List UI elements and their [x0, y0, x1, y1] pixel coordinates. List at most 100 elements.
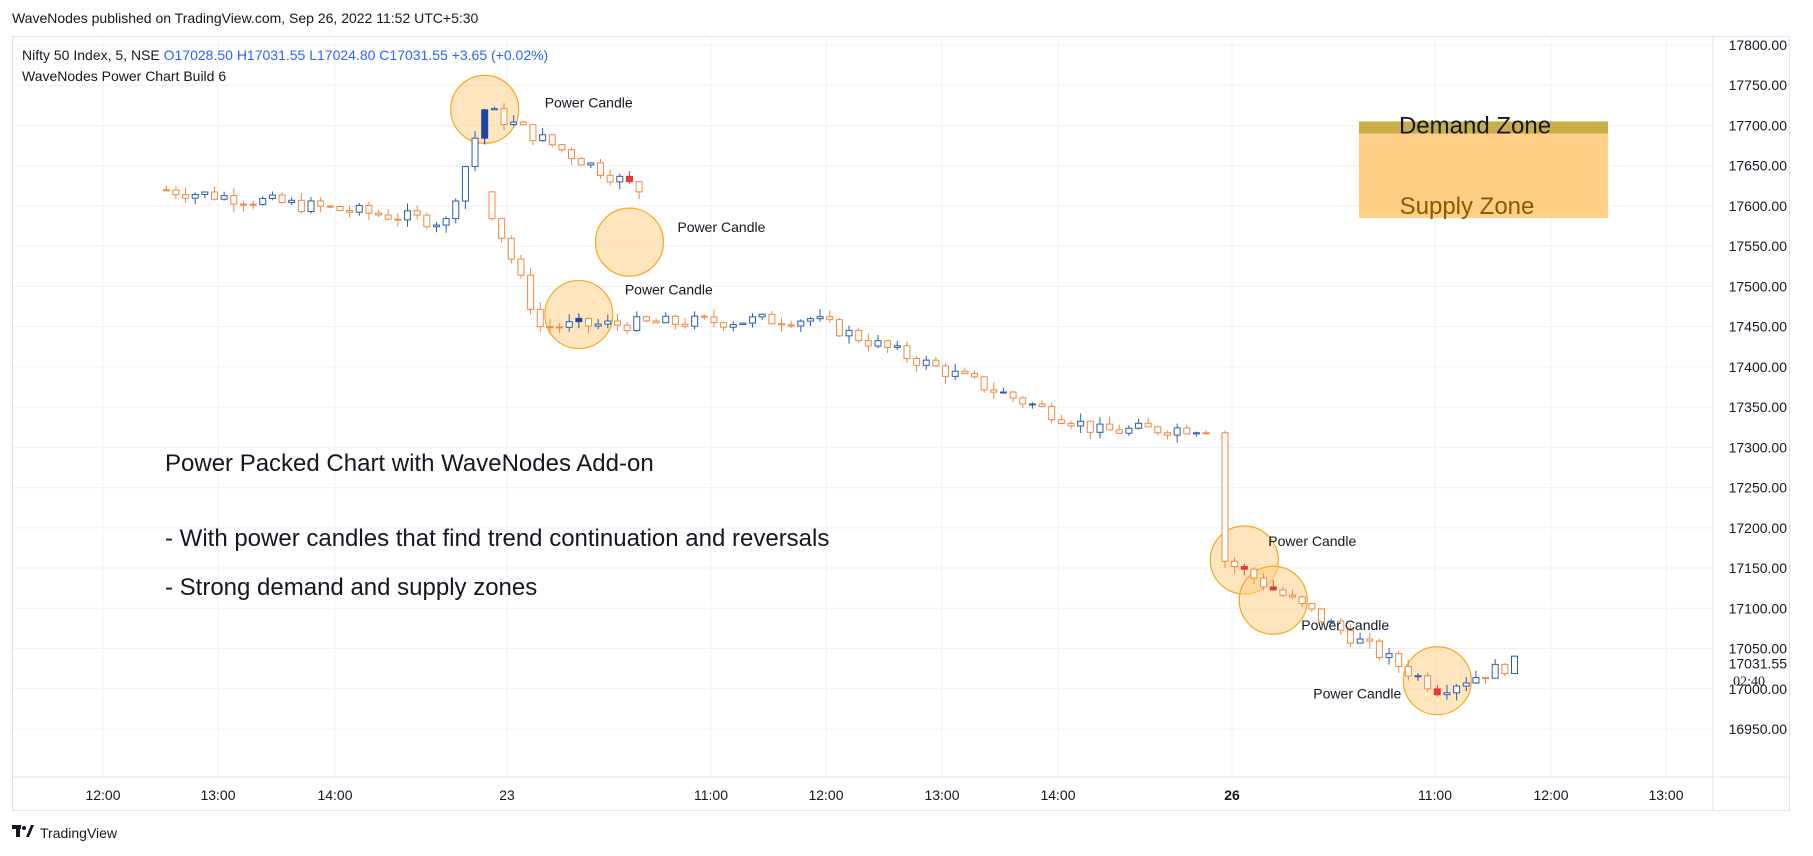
candle-body: [597, 162, 604, 176]
candle-body: [749, 316, 757, 324]
candle-body: [498, 218, 506, 239]
candle-body: [710, 316, 718, 324]
candle-body: [201, 191, 209, 195]
candle-body: [1453, 685, 1461, 694]
candle-body: [816, 316, 824, 320]
indicator-label[interactable]: WaveNodes Power Chart Build 6: [22, 68, 227, 84]
power-candle-body: [481, 109, 489, 139]
close-value: C17031.55: [379, 47, 448, 63]
candle-body: [1404, 666, 1412, 677]
y-tick-label: 17700.00: [1729, 117, 1788, 133]
supply-zone-label: Supply Zone: [1400, 193, 1535, 220]
y-tick-label: 17550.00: [1729, 238, 1788, 254]
candle-body: [739, 322, 747, 326]
candle-body: [1048, 405, 1056, 421]
candle-body: [517, 258, 525, 276]
candle-body: [922, 359, 930, 366]
candle-body: [874, 340, 882, 347]
power-candle-label: Power Candle: [1268, 533, 1356, 549]
candle-body: [1192, 432, 1200, 435]
candle-body: [510, 121, 518, 125]
candle-body: [1096, 423, 1104, 433]
candle-body: [806, 318, 814, 322]
candle-body: [1164, 432, 1171, 436]
y-tick-label: 17650.00: [1729, 158, 1788, 174]
power-candle-labels: Power Candle Power Candle Power Candle Powe…: [545, 94, 1402, 701]
candle-body: [797, 320, 805, 327]
candle-body: [548, 134, 556, 146]
candle-body: [162, 189, 170, 192]
candle-body: [565, 321, 573, 328]
power-candle-body: [625, 175, 633, 183]
candle-body: [606, 174, 614, 183]
candle-body: [317, 200, 325, 207]
candle-body: [413, 210, 421, 216]
x-tick-label: 11:00: [1418, 787, 1452, 803]
candle-body: [990, 389, 998, 393]
symbol-label[interactable]: Nifty 50 Index, 5, NSE: [22, 47, 160, 63]
chart-frame: [12, 36, 1790, 811]
tradingview-logo-icon: [12, 824, 34, 841]
candle-body: [1231, 560, 1239, 567]
candle-body: [346, 210, 354, 213]
candle-body: [623, 324, 631, 332]
candle-body: [1144, 422, 1152, 428]
footer[interactable]: TradingView: [12, 824, 117, 841]
demand-zone-label: Demand Zone: [1399, 112, 1551, 139]
candle-body: [230, 195, 238, 205]
candle-body: [249, 203, 257, 206]
candle-body: [999, 391, 1007, 394]
candle-body: [1260, 577, 1268, 588]
power-candle-circle: [1238, 565, 1308, 635]
candle-body: [404, 210, 411, 221]
candle-body: [1395, 653, 1403, 668]
annotation-line-2: - Strong demand and supply zones: [165, 574, 538, 601]
candle-body: [635, 181, 643, 193]
candle-body: [826, 316, 834, 321]
candle-body: [633, 316, 641, 332]
candle-body: [239, 203, 247, 206]
candle-body: [1289, 594, 1297, 598]
candle-body: [1491, 663, 1499, 679]
candle-body: [365, 204, 373, 214]
bar-countdown-label: 02:40: [1733, 674, 1765, 689]
candle-body: [616, 175, 624, 183]
candle-body: [1385, 653, 1393, 659]
y-tick-label: 17450.00: [1729, 319, 1788, 335]
candle-body: [729, 324, 737, 328]
candle-body: [971, 372, 978, 378]
power-candle-body: [575, 317, 583, 323]
x-tick-label: 23: [499, 787, 515, 803]
candle-body: [864, 340, 872, 347]
x-tick-label: 26: [1224, 787, 1240, 803]
candle-body: [855, 329, 863, 342]
x-tick-label: 12:00: [85, 787, 120, 803]
candle-body: [587, 162, 595, 166]
candle-body: [835, 319, 843, 337]
candle-body: [375, 212, 383, 216]
candle-body: [471, 137, 479, 168]
candle-body: [594, 323, 602, 327]
power-candle-label: Power Candle: [1313, 686, 1401, 702]
y-tick-label: 17800.00: [1729, 37, 1788, 53]
candle-body: [778, 323, 785, 326]
demand-zone: [1359, 121, 1608, 134]
candle-body: [1327, 620, 1335, 623]
candle-body: [613, 320, 621, 326]
candle-body: [568, 149, 576, 160]
x-tick-label: 11:00: [694, 787, 728, 803]
candle-body: [211, 191, 218, 200]
candle-body: [720, 322, 728, 328]
x-tick-label: 13:00: [924, 787, 959, 803]
power-candle-body: [1240, 565, 1248, 570]
candle-body: [1086, 420, 1094, 433]
y-tick-label: 17050.00: [1729, 641, 1788, 657]
candle-body: [768, 313, 776, 325]
y-tick-label: 17100.00: [1729, 600, 1788, 616]
candle-body: [259, 197, 267, 205]
candle-body: [1318, 608, 1325, 623]
x-tick-label: 12:00: [808, 787, 843, 803]
x-tick-label: 13:00: [1648, 787, 1683, 803]
x-tick-label: 14:00: [317, 787, 352, 803]
